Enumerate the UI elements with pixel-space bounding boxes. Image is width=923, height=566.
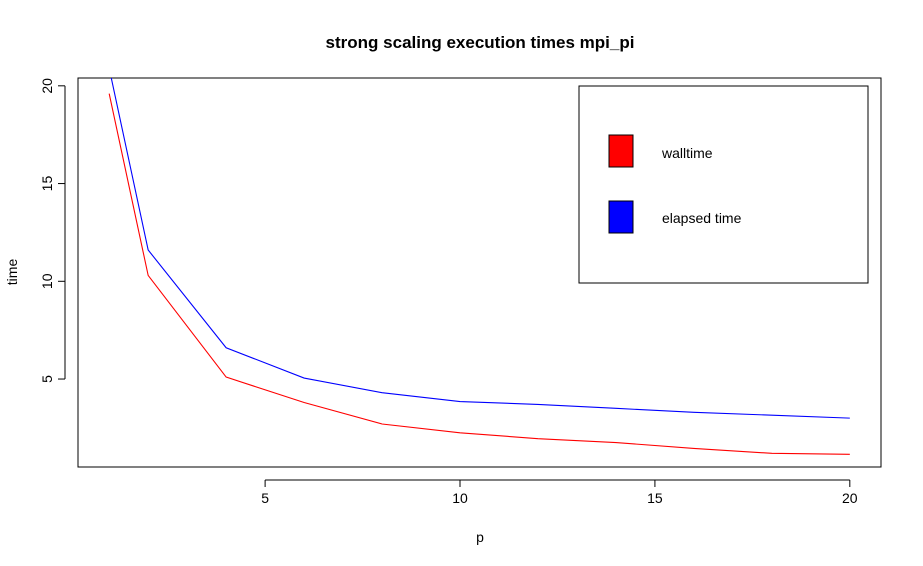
- x-tick-label-10: 10: [452, 490, 468, 506]
- x-tick-label-15: 15: [647, 490, 663, 506]
- legend-box: [578, 85, 869, 284]
- plot-border: [77, 77, 882, 468]
- legend-swatch-walltime: [608, 134, 634, 168]
- legend-label-walltime: walltime: [661, 145, 713, 161]
- y-axis-label: time: [4, 259, 20, 286]
- legend-label-elapsed-time: elapsed time: [662, 210, 742, 226]
- y-axis: 5 10 15 20: [39, 78, 66, 383]
- chart-title: strong scaling execution times mpi_pi: [326, 33, 635, 52]
- series-layer: [108, 78, 850, 455]
- y-tick-label-15: 15: [39, 176, 55, 192]
- x-tick-label-5: 5: [261, 490, 269, 506]
- series-line-elapsed-time: [110, 78, 850, 419]
- y-tick-label-20: 20: [39, 78, 55, 94]
- legend-swatch-elapsed-time: [608, 200, 634, 234]
- x-tick-label-20: 20: [842, 490, 858, 506]
- series-line-walltime: [108, 93, 850, 455]
- x-axis: 5 10 15 20: [261, 479, 858, 506]
- y-tick-label-10: 10: [39, 273, 55, 289]
- x-axis-label: p: [476, 529, 484, 545]
- y-tick-label-5: 5: [39, 375, 55, 383]
- legend: walltime elapsed time: [578, 85, 869, 284]
